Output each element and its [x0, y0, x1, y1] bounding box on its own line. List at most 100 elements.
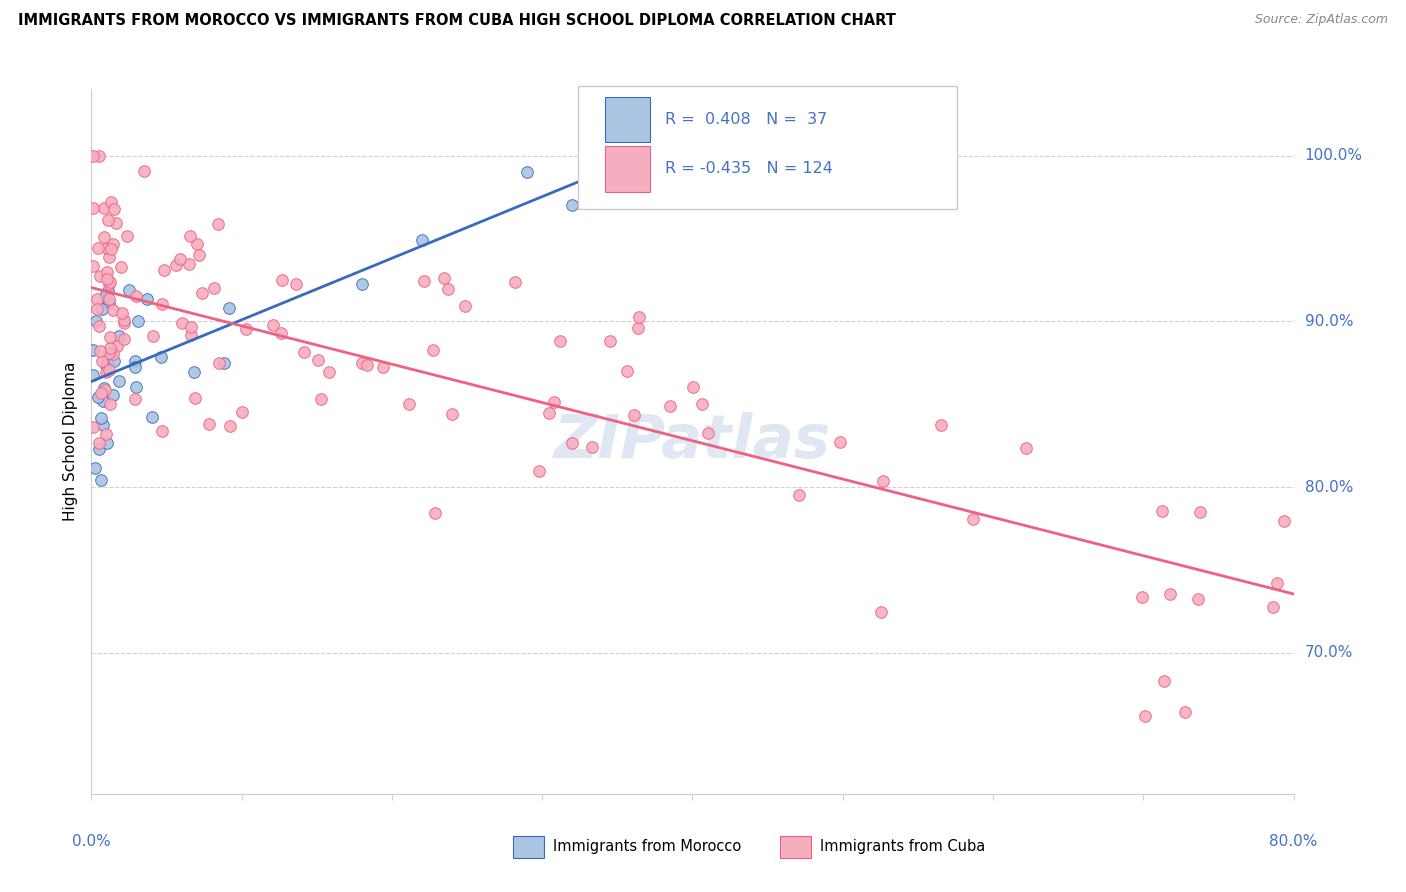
Point — [1187, 592, 1209, 607]
Point — [150, 350, 173, 364]
Point — [1265, 575, 1288, 590]
FancyBboxPatch shape — [578, 86, 957, 209]
Point — [82, 368, 104, 383]
Point — [180, 320, 202, 334]
Point — [125, 289, 148, 303]
Point — [127, 314, 149, 328]
Point — [110, 260, 132, 274]
Text: Source: ZipAtlas.com: Source: ZipAtlas.com — [1254, 13, 1388, 27]
Point — [411, 233, 433, 247]
Point — [94, 384, 117, 398]
Point — [623, 408, 645, 422]
Point — [599, 334, 621, 349]
Point — [659, 399, 682, 413]
Point — [789, 488, 811, 502]
Point — [97, 285, 120, 299]
Text: Immigrants from Morocco: Immigrants from Morocco — [553, 839, 741, 855]
Point — [90, 385, 112, 400]
Point — [177, 257, 200, 271]
Point — [1272, 514, 1295, 528]
Point — [107, 374, 129, 388]
Point — [830, 434, 852, 449]
Point — [690, 397, 713, 411]
Point — [111, 305, 134, 319]
Point — [231, 405, 253, 419]
Point — [97, 346, 120, 360]
Point — [135, 293, 157, 307]
Point — [423, 506, 446, 520]
Point — [96, 435, 118, 450]
Point — [93, 381, 115, 395]
Point — [1153, 673, 1175, 688]
Point — [202, 281, 225, 295]
Point — [350, 277, 373, 291]
Point — [152, 424, 174, 438]
Point — [187, 248, 209, 262]
Point — [170, 316, 193, 330]
Point — [422, 343, 444, 357]
Point — [93, 289, 115, 303]
Point — [89, 268, 111, 283]
Point — [107, 329, 129, 343]
Point — [433, 270, 456, 285]
Text: R = -0.435   N = 124: R = -0.435 N = 124 — [665, 161, 832, 177]
Point — [124, 392, 146, 406]
Point — [309, 392, 332, 406]
Text: 80.0%: 80.0% — [1270, 834, 1317, 849]
Text: IMMIGRANTS FROM MOROCCO VS IMMIGRANTS FROM CUBA HIGH SCHOOL DIPLOMA CORRELATION : IMMIGRANTS FROM MOROCCO VS IMMIGRANTS FR… — [18, 13, 896, 29]
Point — [697, 426, 720, 441]
Text: 90.0%: 90.0% — [1305, 314, 1353, 329]
Point — [98, 292, 121, 306]
Point — [87, 241, 110, 255]
Point — [627, 321, 650, 335]
Point — [870, 605, 893, 619]
Point — [537, 406, 560, 420]
Point — [90, 301, 112, 316]
Point — [97, 277, 120, 291]
Point — [214, 356, 236, 370]
Point — [134, 164, 156, 178]
Point — [101, 387, 124, 401]
Point — [89, 442, 111, 457]
Point — [96, 271, 118, 285]
Point — [207, 217, 229, 231]
Point — [101, 347, 124, 361]
Point — [103, 354, 125, 368]
Point — [124, 359, 146, 374]
Point — [142, 329, 165, 343]
Point — [1130, 590, 1153, 604]
Point — [90, 473, 112, 487]
Point — [93, 417, 115, 432]
Point — [1263, 599, 1285, 614]
Point — [89, 343, 111, 358]
Point — [97, 354, 120, 368]
Point — [96, 241, 118, 255]
Point — [169, 252, 191, 266]
Point — [115, 229, 138, 244]
Point — [82, 148, 104, 162]
Point — [118, 283, 141, 297]
Point — [1174, 705, 1197, 719]
Point — [628, 310, 651, 325]
Point — [82, 343, 104, 358]
Point — [872, 475, 894, 489]
Point — [352, 356, 374, 370]
Point — [98, 397, 121, 411]
Point — [93, 394, 115, 409]
Point — [262, 318, 284, 332]
Point — [165, 258, 187, 272]
Point — [516, 165, 538, 179]
Point — [271, 272, 294, 286]
Point — [180, 327, 202, 342]
Point — [929, 417, 952, 432]
Point — [183, 365, 205, 379]
Point — [82, 201, 104, 215]
Point — [96, 213, 118, 227]
Point — [1159, 587, 1181, 601]
Point — [98, 330, 121, 344]
Point — [97, 296, 120, 310]
Point — [208, 356, 231, 370]
Text: 0.0%: 0.0% — [72, 834, 111, 849]
Point — [93, 229, 115, 244]
Point — [86, 292, 108, 306]
